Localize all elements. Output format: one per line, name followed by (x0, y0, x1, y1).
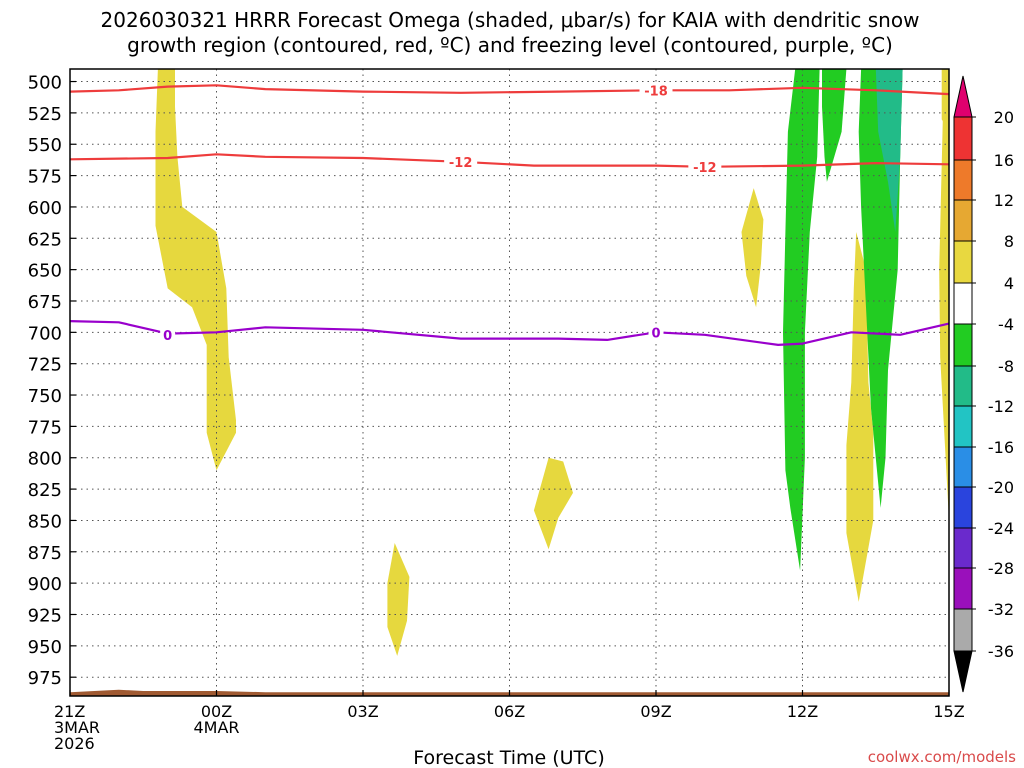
colorbar-segment-10 (953, 527, 973, 569)
credit-text: coolwx.com/models (868, 748, 1016, 766)
x-tick-label-9-0: 06Z (494, 702, 525, 721)
colorbar-label-13: -36 (988, 642, 1014, 661)
y-tick-label-600: 600 (28, 198, 62, 219)
y-tick-label-750: 750 (28, 386, 62, 407)
y-tick-label-575: 575 (28, 167, 62, 188)
colorbar: 20 16 12 8 4 -4 -8 -12 -16 -20 -24 -28 -32 -36 (953, 75, 1014, 693)
contour-label-bg-1-1 (688, 158, 722, 175)
contour-label-bg-2-0 (160, 326, 176, 343)
colorbar-label-4: 4 (1004, 274, 1014, 293)
omega-region-7 (822, 69, 847, 182)
contour-label-bg-0-0 (639, 82, 673, 99)
omega-region-4 (846, 232, 874, 602)
y-tick-label-775: 775 (28, 417, 62, 438)
y-tick-label-550: 550 (28, 135, 62, 156)
x-tick-label-6-0: 03Z (347, 702, 378, 721)
colorbar-label-0: 20 (994, 108, 1014, 127)
x-axis-label: Forecast Time (UTC) (413, 747, 604, 768)
contour-line-0 (69, 84, 950, 96)
contour-label-bg-2-1 (648, 324, 664, 341)
x-tick-label-0-2: 2026 (54, 734, 95, 753)
colorbar-segment-6 (953, 365, 973, 407)
contour-label-2-0: 0 (163, 329, 172, 344)
y-tick-label-500: 500 (28, 73, 62, 94)
colorbar-top-arrow (953, 75, 973, 118)
omega-region-6 (783, 69, 820, 571)
colorbar-segment-7 (953, 405, 973, 448)
contour-line-2 (69, 320, 950, 346)
chart-title-line-1: 2026030321 HRRR Forecast Omega (shaded, … (101, 8, 920, 32)
omega-region-5 (939, 106, 949, 521)
omega-region-2 (533, 457, 573, 550)
colorbar-label-2: 12 (994, 191, 1014, 210)
omega-region-10 (941, 69, 949, 132)
contour-layer: -18 -12 -12 0 0 (69, 82, 950, 346)
contour-label-1-1: -12 (693, 161, 717, 176)
omega-region-0 (155, 69, 236, 471)
x-tick-label-0-1: 3MAR (54, 718, 100, 737)
x-tick-label-15-0: 12Z (787, 702, 818, 721)
y-tick-label-675: 675 (28, 292, 62, 313)
y-tick-label-725: 725 (28, 355, 62, 376)
colorbar-segment-8 (953, 446, 973, 488)
colorbar-segment-3 (953, 240, 973, 284)
colorbar-label-10: -24 (988, 519, 1014, 538)
colorbar-segment-5 (953, 323, 973, 367)
colorbar-label-3: 8 (1004, 232, 1014, 251)
colorbar-segment-4 (953, 282, 973, 325)
y-tick-label-800: 800 (28, 449, 62, 470)
colorbar-segment-9 (953, 486, 973, 529)
colorbar-segment-11 (953, 567, 973, 610)
colorbar-segment-1 (953, 159, 973, 201)
colorbar-label-8: -16 (988, 438, 1014, 457)
colorbar-segment-2 (953, 199, 973, 242)
y-tick-label-975: 975 (28, 668, 62, 689)
x-tick-label-18-0: 15Z (933, 702, 964, 721)
colorbar-label-9: -20 (988, 478, 1014, 497)
y-tick-label-700: 700 (28, 323, 62, 344)
colorbar-label-6: -8 (998, 357, 1014, 376)
colorbar-label-5: -4 (998, 315, 1014, 334)
y-tick-label-825: 825 (28, 480, 62, 501)
y-axis: 500 525 550 575 600 625 650 675 700 725 750 775 800 8… (28, 73, 76, 689)
y-tick-label-625: 625 (28, 229, 62, 250)
colorbar-segment-0 (953, 116, 973, 161)
x-tick-label-3-0: 00Z (201, 702, 232, 721)
y-tick-label-875: 875 (28, 543, 62, 564)
colorbar-label-11: -28 (988, 559, 1014, 578)
y-tick-label-850: 850 (28, 511, 62, 532)
x-tick-label-3-1: 4MAR (193, 718, 239, 737)
y-tick-label-900: 900 (28, 574, 62, 595)
colorbar-label-1: 16 (994, 151, 1014, 170)
y-tick-label-950: 950 (28, 637, 62, 658)
contour-label-bg-1-0 (444, 153, 478, 170)
omega-region-1 (387, 543, 410, 656)
y-tick-label-925: 925 (28, 605, 62, 626)
colorbar-segment-12 (953, 608, 973, 652)
omega-region-9 (875, 69, 903, 232)
contour-line-1 (69, 153, 950, 168)
x-tick-label-12-0: 09Z (640, 702, 671, 721)
y-tick-label-650: 650 (28, 261, 62, 282)
contour-label-1-0: -12 (449, 156, 473, 171)
x-tick-label-0-0: 21Z (54, 702, 85, 721)
colorbar-label-7: -12 (988, 397, 1014, 416)
omega-region-3 (741, 188, 764, 308)
gridlines (70, 69, 949, 696)
contour-label-0-0: -18 (644, 84, 668, 99)
omega-shading-layer (155, 69, 949, 656)
colorbar-label-12: -32 (988, 600, 1014, 619)
chart-title-line-2: growth region (contoured, red, ºC) and f… (127, 33, 893, 57)
contour-label-2-1: 0 (651, 326, 660, 341)
colorbar-bottom-arrow (953, 650, 973, 693)
y-tick-label-525: 525 (28, 104, 62, 125)
